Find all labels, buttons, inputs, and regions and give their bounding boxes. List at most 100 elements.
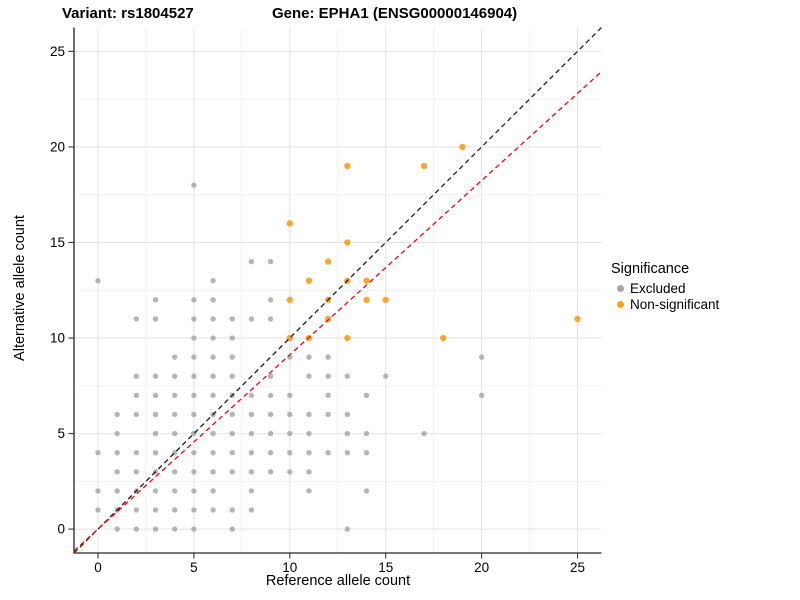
data-point-excluded (287, 469, 293, 475)
data-point-excluded (152, 297, 159, 303)
data-point-excluded (133, 316, 140, 322)
data-point-excluded (191, 507, 197, 513)
data-point-excluded (267, 469, 274, 475)
data-point-excluded (248, 507, 255, 513)
data-point-excluded (287, 392, 293, 399)
data-point-excluded (229, 526, 235, 532)
data-point-excluded (191, 297, 197, 303)
data-point-excluded (229, 335, 235, 341)
data-point-excluded (210, 354, 216, 360)
data-point-non-significant (344, 162, 351, 170)
data-point-excluded (383, 373, 389, 379)
data-point-excluded (267, 392, 274, 399)
data-point-excluded (478, 392, 485, 399)
data-point-excluded (363, 392, 370, 399)
data-point-excluded (172, 469, 178, 475)
data-point-excluded (325, 449, 331, 456)
data-point-excluded (152, 430, 159, 437)
data-point-excluded (421, 430, 427, 437)
data-point-excluded (267, 449, 274, 456)
data-point-excluded (229, 507, 235, 513)
data-point-non-significant (420, 162, 428, 170)
data-point-excluded (191, 411, 197, 418)
data-point-excluded (172, 373, 178, 379)
data-point-excluded (210, 488, 216, 494)
data-point-non-significant (440, 334, 447, 342)
data-point-excluded (95, 488, 101, 494)
data-point-excluded (267, 297, 274, 303)
data-point-non-significant (574, 315, 581, 323)
data-point-excluded (363, 488, 370, 494)
data-point-excluded (191, 392, 197, 399)
data-point-excluded (191, 335, 197, 341)
data-point-excluded (325, 354, 331, 360)
data-point-excluded (152, 488, 159, 494)
data-point-non-significant (363, 296, 370, 304)
non-significant-dot-icon (617, 301, 624, 308)
legend-title: Significance (611, 261, 690, 277)
data-point-excluded (133, 507, 140, 513)
data-point-excluded (267, 373, 274, 379)
data-point-non-significant (344, 239, 351, 246)
data-point-excluded (248, 411, 255, 418)
data-point-excluded (248, 316, 255, 322)
data-point-excluded (267, 316, 274, 322)
data-point-non-significant (363, 277, 370, 284)
data-point-excluded (344, 449, 351, 456)
data-point-excluded (191, 182, 197, 188)
data-point-excluded (172, 430, 178, 437)
data-point-excluded (344, 430, 351, 437)
data-point-non-significant (324, 315, 332, 323)
data-point-excluded (267, 430, 274, 437)
x-tick-label: 25 (570, 560, 585, 575)
data-point-excluded (133, 373, 140, 379)
data-point-excluded (152, 411, 159, 418)
data-point-excluded (210, 316, 216, 322)
data-point-excluded (248, 258, 255, 265)
data-point-non-significant (305, 277, 313, 284)
data-point-excluded (306, 373, 312, 379)
data-point-excluded (172, 507, 178, 513)
y-tick-label: 15 (50, 235, 65, 250)
data-point-excluded (210, 469, 216, 475)
data-point-excluded (287, 449, 293, 456)
x-axis-title: Reference allele count (265, 573, 411, 589)
variant-title: Variant: rs1804527 (62, 5, 194, 22)
data-point-excluded (114, 488, 120, 494)
y-tick-label: 10 (50, 331, 65, 346)
y-axis-title: Alternative allele count (12, 215, 28, 361)
data-point-excluded (363, 449, 370, 456)
data-point-excluded (133, 526, 140, 532)
data-point-excluded (152, 373, 159, 379)
legend-item-non-significant: Non-significant (611, 297, 719, 312)
data-point-excluded (191, 449, 197, 456)
x-tick-label: 15 (378, 560, 393, 575)
data-point-excluded (172, 354, 178, 360)
data-point-excluded (152, 316, 159, 322)
data-point-excluded (95, 449, 101, 456)
data-point-excluded (191, 469, 197, 475)
data-point-excluded (344, 373, 351, 379)
data-point-excluded (363, 430, 370, 437)
data-point-excluded (248, 488, 255, 494)
data-point-excluded (210, 277, 216, 284)
data-point-excluded (248, 392, 255, 399)
data-point-excluded (325, 392, 331, 399)
data-point-excluded (114, 411, 120, 418)
data-point-excluded (306, 430, 312, 437)
y-tick-label: 20 (50, 139, 65, 154)
data-point-excluded (325, 373, 331, 379)
data-point-excluded (229, 373, 235, 379)
data-point-excluded (229, 469, 235, 475)
data-point-excluded (172, 411, 178, 418)
data-point-excluded (248, 430, 255, 437)
data-point-excluded (229, 316, 235, 322)
data-point-excluded (191, 526, 197, 532)
data-point-excluded (344, 411, 351, 418)
legend: Significance Excluded Non-significant (611, 261, 719, 313)
x-tick-label: 0 (94, 560, 102, 575)
excluded-dot-icon (617, 285, 624, 292)
data-point-excluded (191, 488, 197, 494)
data-point-excluded (152, 392, 159, 399)
data-point-excluded (306, 354, 312, 360)
